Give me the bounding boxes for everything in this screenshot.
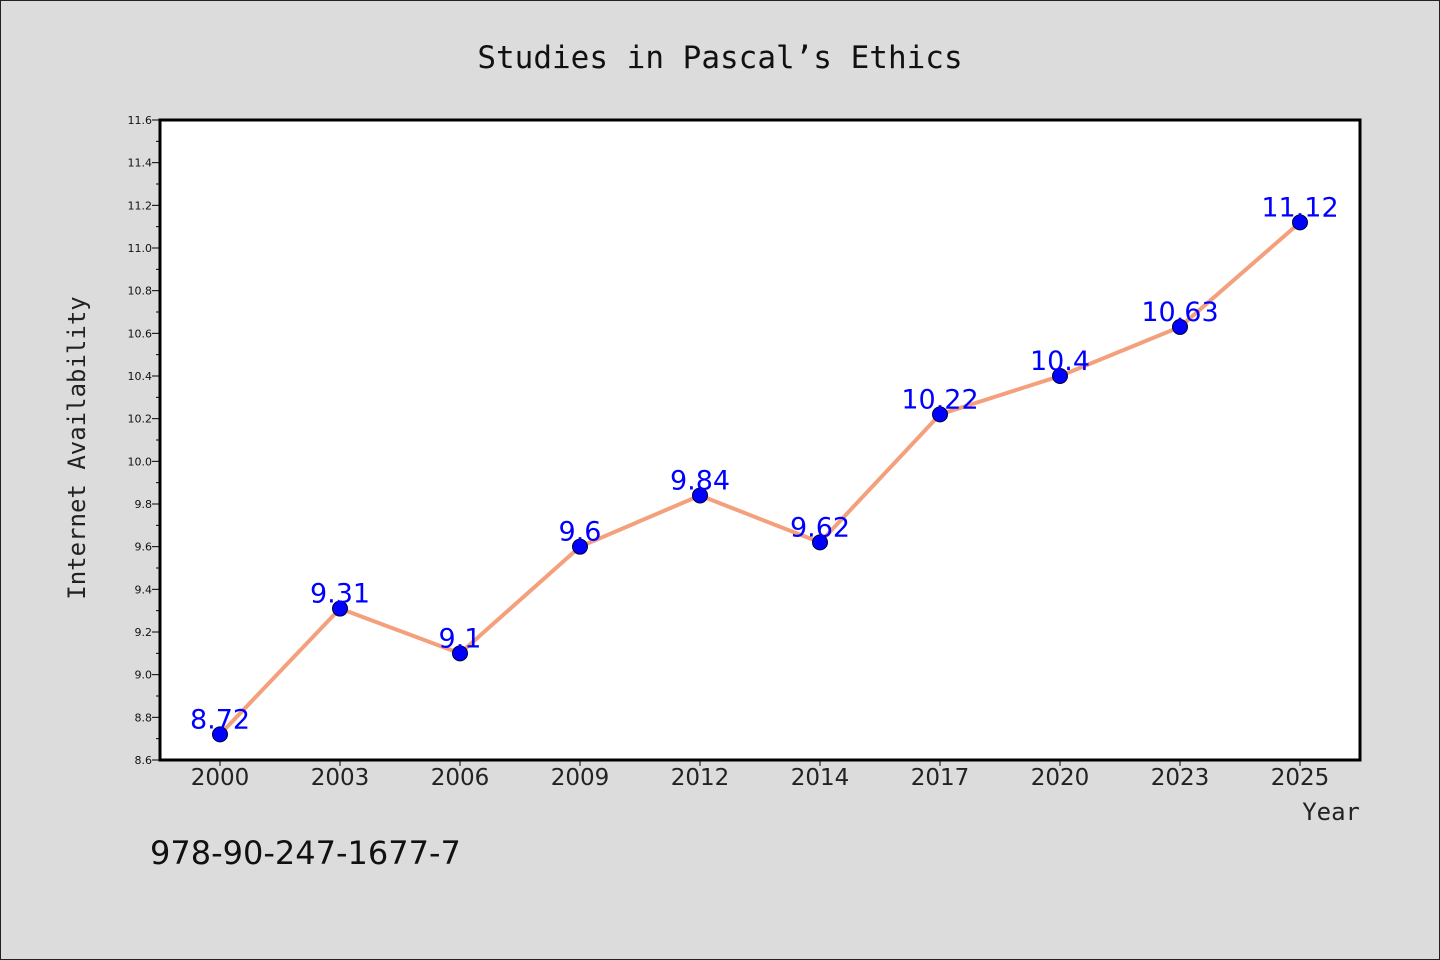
data-label: 11.12	[1261, 192, 1338, 223]
data-label: 8.72	[190, 704, 250, 735]
chart-title: Studies in Pascal’s Ethics	[477, 40, 962, 76]
data-point	[332, 600, 348, 617]
x-tick-label: 2003	[311, 765, 370, 791]
data-point	[1172, 318, 1188, 335]
data-label: 10.4	[1030, 346, 1090, 377]
series-line	[218, 220, 1302, 736]
data-label: 9.84	[670, 465, 730, 496]
x-tick-label: 2023	[1151, 765, 1210, 791]
y-tick-label: 10.6	[128, 327, 153, 340]
y-tick-label: 11.4	[128, 157, 153, 170]
y-tick-label: 9.2	[135, 626, 153, 639]
data-labels: 8.72 9.31 9.1 9.6 9.84 9.62 10.22 10.4 10.63 11.1…	[190, 192, 1339, 735]
data-label: 9.31	[310, 579, 370, 610]
x-axis: 2000 2003 2006 2009 2012 2014 2017 2020 2023 2025	[191, 760, 1330, 791]
y-tick-label: 10.4	[128, 370, 153, 383]
x-tick-label: 2017	[911, 765, 970, 791]
y-tick-label: 11.2	[128, 199, 153, 212]
y-tick-label: 11.6	[128, 114, 153, 127]
data-point	[452, 645, 468, 662]
y-tick-label: 10.8	[128, 285, 153, 298]
y-tick-label: 10.2	[128, 413, 153, 426]
y-axis-label: Internet Availability	[63, 296, 91, 599]
x-tick-label: 2006	[431, 765, 490, 791]
data-point	[812, 534, 828, 551]
y-tick-label: 10.0	[128, 455, 153, 468]
x-tick-label: 2000	[191, 765, 250, 791]
y-axis: 8.6 8.8 9.0 9.2 9.4 9.6 9.8 10.0 10.2 10.4 10.6 10.…	[128, 114, 160, 767]
x-axis-label: Year	[1302, 798, 1360, 826]
data-point	[1052, 368, 1068, 384]
y-tick-label: 8.8	[135, 711, 153, 724]
y-tick-label: 9.4	[135, 583, 153, 596]
x-tick-label: 2014	[791, 765, 850, 791]
data-points	[212, 214, 1308, 743]
data-label: 9.6	[559, 517, 602, 548]
data-label: 10.63	[1141, 297, 1218, 328]
data-point	[932, 406, 948, 423]
data-label: 9.1	[439, 623, 482, 654]
x-tick-label: 2009	[551, 765, 610, 791]
y-tick-label: 8.6	[135, 754, 153, 767]
y-tick-label: 9.6	[135, 541, 153, 554]
data-label: 9.62	[790, 512, 850, 543]
x-tick-label: 2012	[671, 765, 730, 791]
isbn-footnote: 978-90-247-1677-7	[150, 834, 461, 872]
series-line-group	[218, 220, 1302, 736]
y-tick-label: 9.8	[135, 498, 153, 511]
data-point	[1292, 214, 1308, 231]
data-point	[572, 538, 588, 555]
plot-area	[158, 118, 1362, 762]
y-tick-label: 9.0	[135, 669, 153, 682]
data-label: 10.22	[901, 384, 978, 415]
x-tick-label: 2020	[1031, 765, 1090, 791]
plot-background	[158, 118, 1362, 762]
y-tick-label: 11.0	[128, 242, 153, 255]
x-tick-label: 2025	[1271, 765, 1330, 791]
data-point	[692, 487, 708, 504]
data-point	[212, 726, 228, 743]
